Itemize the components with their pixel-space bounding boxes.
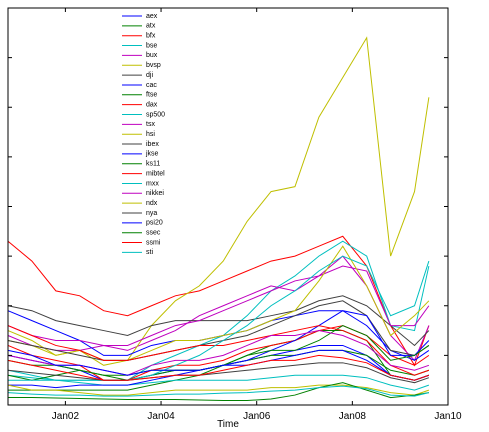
legend-label: ibex (146, 141, 159, 148)
legend-label: bux (146, 52, 158, 59)
x-axis-label: Time (217, 419, 239, 430)
legend-label: bfx (146, 33, 156, 40)
legend-label: dji (146, 72, 153, 79)
legend-label: nya (146, 210, 157, 217)
series-line (7, 354, 430, 381)
series-line (8, 382, 429, 402)
legend-label: hsi (146, 131, 155, 138)
x-tick-label: Jan06 (243, 411, 271, 422)
legend-label: mxx (146, 180, 159, 187)
legend-label: ks11 (146, 161, 160, 168)
series-line (7, 265, 430, 346)
legend-label: aex (146, 13, 158, 20)
legend-label: cac (146, 82, 157, 89)
series-line (7, 295, 430, 347)
x-tick-label: Jan10 (434, 411, 462, 422)
series-line (8, 255, 430, 381)
legend-label: dax (146, 101, 158, 108)
legend-label: bvsp (146, 62, 161, 69)
series-line (7, 362, 430, 384)
x-tick-label: Jan04 (147, 411, 175, 422)
legend-label: ssec (146, 230, 161, 237)
series-line (7, 385, 429, 397)
legend-label: sti (146, 249, 153, 256)
legend-label: ndx (146, 200, 158, 207)
legend-label: ftse (146, 92, 157, 99)
legend-label: ssmi (146, 239, 161, 246)
series-line (7, 325, 430, 376)
series-line (7, 384, 430, 396)
x-tick-label: Jan08 (339, 411, 367, 422)
legend-label: atx (146, 23, 156, 30)
legend-label: nikkei (146, 190, 164, 197)
series-line (7, 374, 430, 391)
legend-label: mibtel (146, 170, 165, 177)
series-line (7, 349, 430, 381)
legend-label: sp500 (146, 111, 165, 118)
x-tick-label: Jan02 (52, 411, 80, 422)
legend-label: tsx (146, 121, 155, 128)
legend-label: psi20 (146, 220, 163, 227)
legend-label: bse (146, 42, 157, 49)
legend-label: jkse (145, 151, 159, 158)
